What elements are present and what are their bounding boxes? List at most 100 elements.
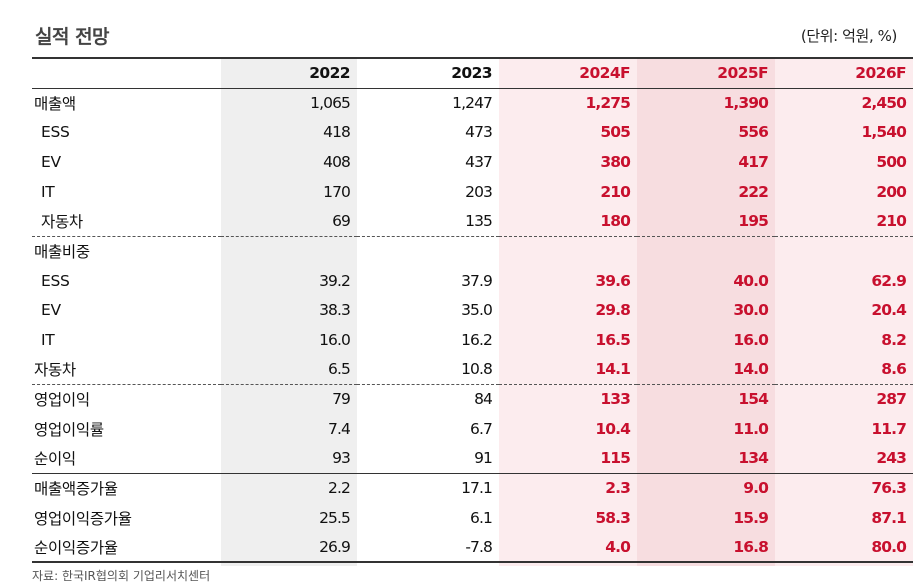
cell-2025f: 9.0 <box>637 472 775 503</box>
cell-2025f: 16.8 <box>637 532 775 564</box>
table-row-operating-margin: 영업이익률 7.4 6.7 10.4 11.0 11.7 <box>32 414 913 444</box>
cell-2025f: 222 <box>738 182 769 201</box>
cell-2023 <box>357 235 499 266</box>
cell-2025f: 195 <box>738 212 769 231</box>
row-label: EV <box>41 153 61 172</box>
cell-2023: 84 <box>357 383 499 415</box>
table-header: 실적 전망 (단위: 억원, %) <box>32 20 913 50</box>
row-label: EV <box>41 301 61 320</box>
cell-2026f: 11.7 <box>871 419 907 438</box>
cell-2025f: 30.0 <box>733 301 769 320</box>
cell-2026f: 500 <box>876 153 907 172</box>
cell-2022: 79 <box>221 383 357 415</box>
cell-2026f: 20.4 <box>871 301 907 320</box>
cell-2023: 437 <box>465 153 493 172</box>
cell-2022: 16.0 <box>319 330 351 349</box>
column-header-2022: 2022 <box>309 64 350 83</box>
cell-2026f: 8.6 <box>881 360 907 379</box>
cell-2022: 25.5 <box>319 508 351 527</box>
cell-2023: 135 <box>465 212 493 231</box>
column-header-2025f: 2025F <box>717 64 768 83</box>
row-label: 영업이익 <box>32 383 221 415</box>
table-row-mix-heading: 매출비중 <box>32 235 913 266</box>
cell-2024f: 10.4 <box>595 419 631 438</box>
cell-2026f: 243 <box>876 449 907 468</box>
cell-2022: 170 <box>323 182 351 201</box>
cell-2025f: 11.0 <box>733 419 769 438</box>
column-header-2024f: 2024F <box>579 64 630 83</box>
cell-2025f: 154 <box>637 383 775 415</box>
table-row-sales-auto: 자동차 69 135 180 195 210 <box>32 207 913 237</box>
cell-2024f: 29.8 <box>595 301 631 320</box>
cell-2025f: 14.0 <box>733 360 769 379</box>
cell-2022: 26.9 <box>221 532 357 564</box>
column-header-label <box>32 58 221 88</box>
cell-2024f: 133 <box>499 383 637 415</box>
row-label: IT <box>41 330 55 349</box>
cell-2023: 37.9 <box>461 271 493 290</box>
cell-2022: 418 <box>323 123 351 142</box>
table-row-sales-ess: ESS 418 473 505 556 1,540 <box>32 118 913 148</box>
cell-2022: 2.2 <box>221 472 357 503</box>
cell-2022: 93 <box>332 449 351 468</box>
cell-2025f: 134 <box>738 449 769 468</box>
cell-2026f: 1,540 <box>861 123 906 142</box>
cell-2022: 38.3 <box>319 301 351 320</box>
table-row-mix-ess: ESS 39.2 37.9 39.6 40.0 62.9 <box>32 266 913 296</box>
cell-2022: 39.2 <box>319 271 351 290</box>
table-row-net-income: 순이익 93 91 115 134 243 <box>32 444 913 474</box>
cell-2023: 91 <box>474 449 493 468</box>
row-label: 영업이익증가율 <box>34 509 132 528</box>
cell-2025f: 16.0 <box>733 330 769 349</box>
cell-2026f: 8.2 <box>881 330 907 349</box>
cell-2023: 1,247 <box>452 94 493 113</box>
cell-2025f: 15.9 <box>733 508 769 527</box>
cell-2025f <box>637 235 775 266</box>
cell-2024f: 180 <box>600 212 631 231</box>
cell-2023: 473 <box>465 123 493 142</box>
cell-2024f: 39.6 <box>595 271 631 290</box>
row-label: 순이익증가율 <box>32 532 221 564</box>
cell-2026f: 210 <box>876 212 907 231</box>
cell-2023: 203 <box>465 182 493 201</box>
cell-2024f: 505 <box>600 123 631 142</box>
table-row-sales: 매출액 1,065 1,247 1,275 1,390 2,450 <box>32 88 913 118</box>
cell-2026f: 87.1 <box>871 508 907 527</box>
cell-2023: 17.1 <box>357 472 499 503</box>
cell-2024f: 58.3 <box>595 508 631 527</box>
row-label: 자동차 <box>41 213 83 232</box>
cell-2026f: 2,450 <box>861 94 906 113</box>
cell-2022: 6.5 <box>328 360 351 379</box>
table-row-mix-auto: 자동차 6.5 10.8 14.1 14.0 8.6 <box>32 355 913 385</box>
row-label: 매출액 <box>34 95 76 114</box>
cell-2024f: 115 <box>600 449 631 468</box>
table-row-mix-ev: EV 38.3 35.0 29.8 30.0 20.4 <box>32 295 913 325</box>
table-row-op-growth: 영업이익증가율 25.5 6.1 58.3 15.9 87.1 <box>32 503 913 533</box>
forecast-table: 2022 2023 2024F 2025F 2026F 매출액 1,065 1,24… <box>32 57 913 564</box>
cell-2023: 10.8 <box>461 360 493 379</box>
cell-2024f: 2.3 <box>499 472 637 503</box>
cell-2024f: 4.0 <box>499 532 637 564</box>
table-row-mix-it: IT 16.0 16.2 16.5 16.0 8.2 <box>32 325 913 355</box>
cell-2023: 6.1 <box>470 508 493 527</box>
table-row-operating-profit: 영업이익 79 84 133 154 287 <box>32 383 913 415</box>
cell-2024f: 16.5 <box>595 330 631 349</box>
cell-2024f: 210 <box>600 182 631 201</box>
cell-2025f: 40.0 <box>733 271 769 290</box>
cell-2026f: 287 <box>775 383 913 415</box>
cell-2026f: 80.0 <box>775 532 913 564</box>
cell-2022: 408 <box>323 153 351 172</box>
row-label: 매출비중 <box>32 235 221 266</box>
table-row-sales-growth: 매출액증가율 2.2 17.1 2.3 9.0 76.3 <box>32 472 913 503</box>
cell-2023: 35.0 <box>461 301 493 320</box>
row-label: ESS <box>41 271 70 290</box>
row-label: IT <box>41 182 55 201</box>
cell-2022 <box>221 235 357 266</box>
cell-2024f <box>499 235 637 266</box>
row-label: 매출액증가율 <box>32 472 221 503</box>
cell-2026f <box>775 235 913 266</box>
table-row-sales-ev: EV 408 437 380 417 500 <box>32 147 913 177</box>
cell-2025f: 417 <box>738 153 769 172</box>
cell-2023: -7.8 <box>357 532 499 564</box>
row-label: 영업이익률 <box>34 420 104 439</box>
